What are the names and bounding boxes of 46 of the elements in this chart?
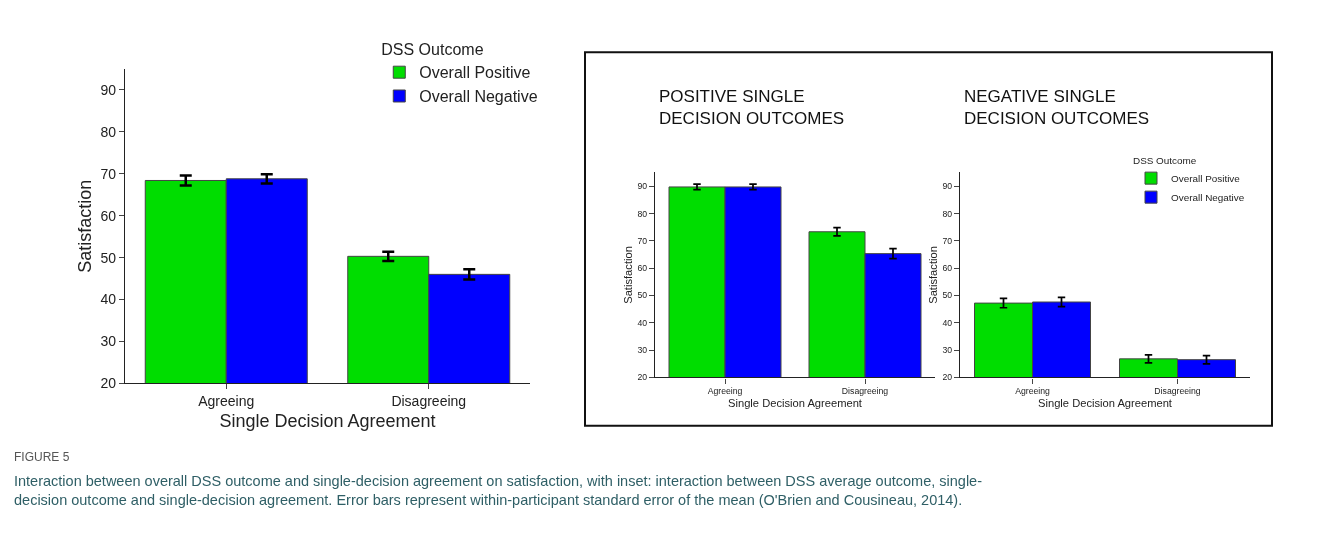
chart-title: NEGATIVE SINGLE DECISION OUTCOMES (964, 87, 1150, 129)
caption: FIGURE 5 (14, 450, 70, 464)
y-tick-label: 50 (942, 290, 953, 301)
chart-title: POSITIVE SINGLE DECISION OUTCOMES (659, 87, 845, 129)
y-tick-label: 40 (942, 317, 953, 328)
y-tick-label: 80 (100, 123, 117, 140)
y-tick-label: 20 (637, 372, 648, 383)
y-axis-title: Satisfaction (926, 246, 939, 304)
legend-label: Overall Positive (1171, 173, 1241, 184)
y-tick-label: 50 (100, 249, 117, 266)
y-tick-label: 70 (100, 165, 117, 182)
y-tick-label: 40 (100, 291, 117, 308)
y-tick-label: 60 (100, 207, 117, 224)
legend-title: DSS Outcome (1133, 154, 1197, 166)
y-tick-label: 90 (100, 81, 117, 98)
x-tick-label: Disagreeing (391, 393, 467, 410)
y-tick-label: 20 (942, 372, 953, 383)
y-tick-label: 60 (637, 263, 648, 274)
legend-label: Overall Positive (419, 64, 531, 82)
y-tick-label: 90 (637, 181, 648, 192)
x-tick-label: Agreeing (1015, 385, 1051, 396)
y-tick-label: 70 (637, 235, 648, 246)
legend-label: Overall Negative (419, 88, 538, 106)
x-axis-title: Single Decision Agreement (1038, 396, 1173, 409)
y-tick-label: 30 (942, 345, 953, 356)
legend-label: Overall Negative (1171, 192, 1245, 203)
y-tick-label: 50 (637, 290, 648, 301)
y-tick-label: 40 (637, 317, 648, 328)
x-axis-title: Single Decision Agreement (728, 396, 863, 409)
y-tick-label: 20 (100, 375, 117, 392)
y-tick-label: 30 (100, 333, 117, 350)
legend-title: DSS Outcome (381, 41, 484, 59)
y-tick-label: 70 (942, 235, 953, 246)
y-tick-label: 60 (942, 263, 953, 274)
x-axis-title: Single Decision Agreement (219, 411, 436, 432)
x-tick-label: Disagreeing (841, 385, 889, 396)
y-tick-label: 30 (637, 345, 648, 356)
y-axis-title: Satisfaction (621, 246, 634, 304)
y-tick-label: 90 (942, 181, 953, 192)
x-tick-label: Agreeing (198, 393, 255, 410)
y-tick-label: 80 (637, 208, 648, 219)
text: Interaction between overall DSS outcome and single-decision agreement on satisfaction, with inset: interaction between DSS average outcome, single-decision outcome and single-decision agreement. Error bars represent within-participant standard error of the mean (O'Brien and Cousineau, 2014). (14, 473, 983, 508)
y-tick-label: 80 (942, 208, 953, 219)
x-tick-label: Agreeing (707, 385, 743, 396)
y-axis-title: Satisfaction (74, 179, 95, 273)
x-tick-label: Disagreeing (1154, 385, 1201, 396)
